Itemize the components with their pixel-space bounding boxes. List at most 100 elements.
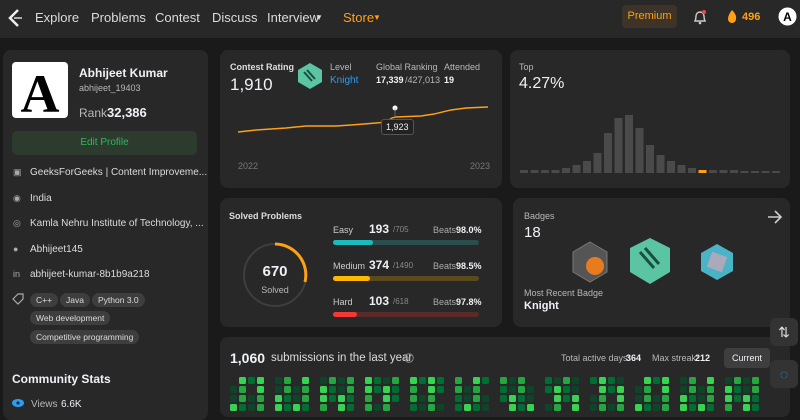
chat-button[interactable]: ◌ xyxy=(770,360,798,388)
heatmap-cell xyxy=(527,386,534,393)
heatmap-cell xyxy=(284,404,291,411)
heatmap-cell xyxy=(302,404,309,411)
avatar-small[interactable]: A xyxy=(778,7,797,26)
detail-text: GeeksForGeeks | Content Improveme... xyxy=(30,167,208,178)
max-streak: 212 xyxy=(695,353,711,363)
heatmap-cell xyxy=(644,395,651,402)
heatmap-cell xyxy=(320,386,327,393)
histogram-bar xyxy=(698,170,707,173)
rank: 32,386 xyxy=(107,105,147,120)
solved-label: Solved xyxy=(261,285,289,295)
heatmap-cell xyxy=(230,404,237,411)
heatmap-cell xyxy=(392,395,399,402)
heatmap-cell xyxy=(419,377,426,384)
bell-icon[interactable] xyxy=(692,9,708,25)
solved-title: Solved Problems xyxy=(229,211,303,221)
heatmap-cell xyxy=(743,404,750,411)
heatmap-cell xyxy=(275,377,282,384)
heatmap-cell xyxy=(329,386,336,393)
heatmap-cell xyxy=(275,386,282,393)
current-button[interactable]: Current xyxy=(724,348,770,368)
heatmap-cell xyxy=(320,404,327,411)
heatmap-cell xyxy=(518,377,525,384)
skill-tag: Competitive programming xyxy=(30,330,140,344)
heatmap-cell xyxy=(392,377,399,384)
float-button[interactable]: ⇅ xyxy=(770,318,798,346)
arrow-right[interactable] xyxy=(767,210,783,224)
histogram-bar xyxy=(635,128,644,173)
heatmap-cell xyxy=(464,404,471,411)
recent-badge: Knight xyxy=(524,300,559,312)
heatmap-cell xyxy=(617,377,624,384)
heatmap-cell xyxy=(545,377,552,384)
premium-button[interactable]: Premium xyxy=(622,5,677,28)
heatmap-cell xyxy=(392,386,399,393)
nav-item[interactable]: Store xyxy=(343,10,375,25)
heatmap-cell xyxy=(572,404,579,411)
heatmap-cell xyxy=(509,395,516,402)
heatmap-cell xyxy=(563,386,570,393)
nav-item[interactable]: Discuss xyxy=(212,10,258,25)
heatmap-cell xyxy=(428,386,435,393)
heatmap-cell xyxy=(473,395,480,402)
histogram-bar xyxy=(646,145,654,173)
heatmap-cell xyxy=(653,395,660,402)
heatmap-cell xyxy=(563,377,570,384)
heatmap-cell xyxy=(662,377,669,384)
heatmap-cell xyxy=(284,386,291,393)
views: 6.6K xyxy=(61,399,82,410)
heatmap-cell xyxy=(725,377,732,384)
histogram-bar xyxy=(562,168,570,173)
attended-label: Attended xyxy=(444,62,481,72)
top: 4.27% xyxy=(519,75,565,92)
submissions-count: 1,060 xyxy=(230,350,266,366)
heatmap-cell xyxy=(230,386,237,393)
heatmap-cell xyxy=(707,377,714,384)
solved-ring xyxy=(243,242,308,307)
heatmap-cell xyxy=(428,404,435,411)
heatmap-cell xyxy=(617,404,624,411)
heatmap-cell xyxy=(383,404,390,411)
heatmap-cell xyxy=(689,395,696,402)
active-days-label: Total active days: xyxy=(561,353,631,363)
heatmap xyxy=(230,377,759,411)
histogram-bar xyxy=(772,171,780,173)
heatmap-cell xyxy=(239,377,246,384)
beats-label: Beats xyxy=(433,297,457,307)
progress-track xyxy=(333,240,479,245)
svg-text:A: A xyxy=(21,64,60,118)
edit-profile-button[interactable]: Edit Profile xyxy=(12,131,197,155)
nav-item[interactable]: Contest xyxy=(155,10,200,25)
heatmap-cell xyxy=(257,386,264,393)
heatmap-cell xyxy=(752,395,759,402)
heatmap-cell xyxy=(554,404,561,411)
tag-icon xyxy=(12,293,24,305)
nav-item[interactable]: Problems xyxy=(91,10,146,25)
skill-tag: Python 3.0 xyxy=(92,293,145,307)
difficulty-name: Medium xyxy=(333,261,366,271)
heatmap-cell xyxy=(320,377,327,384)
heatmap-cell xyxy=(284,395,291,402)
heatmap-cell xyxy=(725,404,732,411)
histogram-bar xyxy=(625,115,633,173)
heatmap-cell xyxy=(635,395,642,402)
heatmap-cell xyxy=(518,386,525,393)
heatmap-cell xyxy=(455,386,462,393)
heatmap-cell xyxy=(689,404,696,411)
detail-icon: ▣ xyxy=(13,167,22,177)
progress-bar xyxy=(333,312,358,317)
nav-item[interactable]: Explore xyxy=(35,10,80,25)
heatmap-cell xyxy=(383,377,390,384)
beats: 98.0% xyxy=(456,225,482,235)
heatmap-cell xyxy=(509,386,516,393)
info-icon[interactable] xyxy=(404,353,414,363)
heatmap-cell xyxy=(365,404,372,411)
nav-item[interactable]: Interview xyxy=(267,10,320,25)
badges-title: Badges xyxy=(524,211,555,221)
heatmap-cell xyxy=(509,377,516,384)
logo[interactable] xyxy=(6,8,24,28)
heatmap-cell xyxy=(572,386,579,393)
heatmap-cell xyxy=(680,404,687,411)
heatmap-cell xyxy=(527,395,534,402)
heatmap-cell xyxy=(347,395,354,402)
